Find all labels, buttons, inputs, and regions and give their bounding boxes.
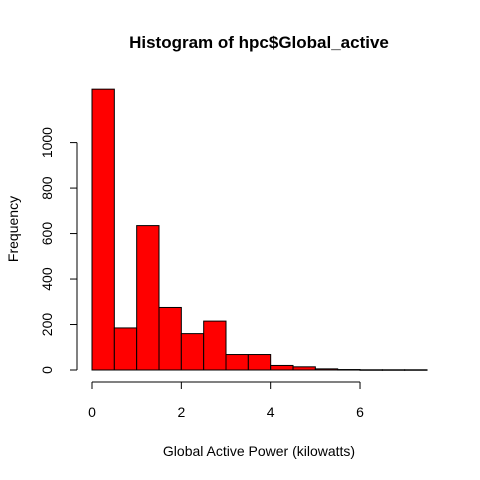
y-axis-label: Frequency xyxy=(5,196,21,262)
histogram-bar-8 xyxy=(270,364,294,371)
x-axis: 0 2 4 6 xyxy=(88,381,364,420)
histogram-bar-7 xyxy=(247,354,272,371)
histogram-bar-14 xyxy=(404,369,428,371)
y-tick-label-600: 600 xyxy=(39,222,55,246)
chart-title: Histogram of hpc$Global_active xyxy=(129,33,389,52)
bars-group xyxy=(91,88,428,371)
x-tick-label-4: 4 xyxy=(267,404,275,420)
histogram-bar-0 xyxy=(91,88,115,371)
x-tick-label-6: 6 xyxy=(356,404,364,420)
histogram-bar-4 xyxy=(180,333,205,371)
histogram-bar-9 xyxy=(292,366,316,371)
y-axis: 0 200 400 600 800 1000 xyxy=(39,127,78,374)
histogram-bar-5 xyxy=(203,320,227,371)
y-tick-label-400: 400 xyxy=(39,267,55,291)
histogram-bar-10 xyxy=(314,368,339,371)
x-axis-label: Global Active Power (kilowatts) xyxy=(163,443,355,459)
histogram-bar-11 xyxy=(337,369,361,371)
y-tick-label-1000: 1000 xyxy=(39,127,55,158)
x-tick-label-2: 2 xyxy=(177,404,185,420)
histogram-bar-6 xyxy=(225,354,249,371)
x-tick-label-0: 0 xyxy=(88,404,96,420)
histogram-bar-2 xyxy=(136,225,160,371)
histogram-bar-12 xyxy=(359,369,383,371)
histogram-bar-13 xyxy=(381,369,406,371)
histogram-bar-3 xyxy=(158,306,182,371)
y-tick-label-200: 200 xyxy=(39,313,55,337)
y-tick-label-0: 0 xyxy=(39,366,55,374)
histogram-bar-1 xyxy=(113,327,138,371)
y-tick-label-800: 800 xyxy=(39,176,55,200)
